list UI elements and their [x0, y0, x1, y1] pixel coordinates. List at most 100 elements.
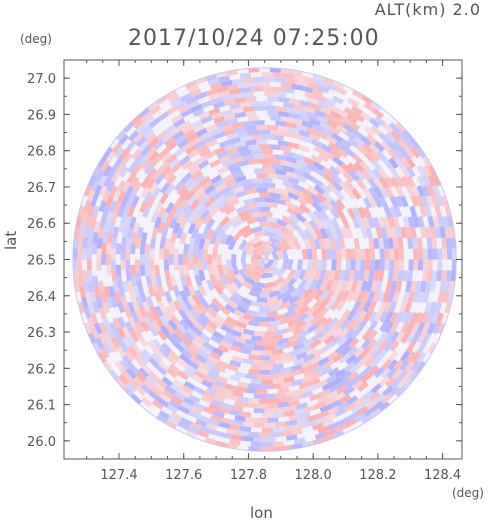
radial-bin [360, 226, 368, 239]
radial-bin [368, 196, 378, 209]
radial-bin [264, 316, 276, 322]
radial-bin [202, 406, 215, 415]
radial-bin [275, 106, 287, 112]
radial-bin [331, 248, 337, 260]
radial-bin [170, 97, 182, 108]
radial-bin [198, 111, 211, 120]
radial-bin [261, 211, 273, 217]
radial-bin [146, 167, 158, 180]
radial-bin [131, 148, 142, 160]
radial-bin [250, 249, 258, 260]
radial-bin [319, 279, 329, 292]
radial-bin [326, 248, 332, 260]
radial-bin [288, 112, 301, 120]
radial-bin [275, 407, 287, 413]
radial-bin [451, 248, 457, 260]
radial-bin [212, 330, 225, 341]
radial-bin [374, 259, 380, 271]
radial-bin [322, 166, 334, 177]
radial-bin [344, 402, 356, 412]
radial-bin [378, 237, 385, 249]
radial-bin [227, 197, 240, 208]
radial-bin [319, 298, 330, 310]
radial-bin [256, 311, 268, 318]
radial-bin [437, 291, 445, 304]
radial-bin [231, 254, 237, 265]
radial-bin [388, 157, 399, 169]
radial-bin [205, 422, 218, 431]
radial-bin [308, 361, 320, 371]
radial-bin [325, 135, 338, 145]
radial-bin [318, 269, 327, 281]
radial-bin [395, 176, 406, 188]
radial-bin [298, 203, 311, 214]
radial-bin [77, 254, 83, 265]
radial-bin [189, 355, 202, 366]
radial-bin [343, 361, 356, 373]
radial-bin [196, 316, 208, 328]
radial-bin [185, 144, 197, 155]
radial-bin [345, 227, 354, 239]
radial-bin [422, 155, 432, 168]
radial-bin [346, 290, 356, 302]
radial-bin [361, 329, 373, 341]
radial-bin [304, 405, 316, 413]
radial-bin [360, 280, 368, 293]
radial-bin [167, 319, 178, 331]
radial-bin [338, 377, 350, 388]
radial-bin [148, 117, 161, 129]
radial-bin [320, 325, 332, 336]
radial-bin [158, 160, 170, 173]
radial-bin [359, 160, 371, 173]
radial-bin [318, 332, 330, 343]
radial-bin [253, 422, 265, 428]
radial-bin [362, 364, 374, 376]
radial-bin [378, 132, 390, 144]
radial-bin [274, 313, 286, 321]
radial-bin [170, 314, 181, 327]
radial-bin [387, 148, 399, 160]
radial-bin [256, 389, 268, 394]
radial-bin [261, 134, 273, 140]
radial-bin [368, 310, 378, 323]
radial-bin [250, 86, 262, 92]
radial-bin [429, 280, 437, 293]
radial-bin [145, 375, 157, 386]
radial-bin [135, 371, 147, 383]
radial-bin [151, 227, 159, 239]
radial-bin [351, 105, 363, 116]
radial-bin [205, 437, 217, 446]
radial-bin [422, 291, 430, 303]
radial-bin [187, 410, 200, 420]
radial-bin [135, 136, 147, 148]
radial-bin [171, 395, 183, 406]
radial-bin [190, 104, 203, 113]
radial-bin [179, 275, 188, 287]
radial-bin [191, 135, 204, 145]
radial-bin [292, 269, 302, 281]
radial-bin [83, 226, 90, 239]
radial-bin [393, 205, 403, 218]
radial-bin [267, 296, 278, 303]
radial-bin [269, 383, 282, 390]
radial-bin [259, 144, 271, 150]
y-tick-label: 26.8 [27, 145, 56, 160]
radial-bin [344, 179, 356, 192]
radial-bin [179, 417, 192, 426]
radial-bin [274, 198, 286, 206]
radial-bin [316, 115, 329, 124]
radial-bin [113, 156, 124, 169]
radial-bin [446, 237, 452, 249]
radial-bin [209, 205, 220, 217]
radial-bin [87, 174, 97, 187]
radial-bin [253, 153, 265, 160]
radial-bin [373, 237, 380, 249]
radial-bin [422, 259, 428, 271]
radial-bin [352, 206, 362, 219]
radial-bin [137, 335, 148, 348]
radial-bin [417, 237, 423, 249]
radial-bin [379, 401, 391, 412]
radial-bin [242, 436, 254, 442]
radial-bin [115, 129, 127, 141]
radial-bin [150, 352, 162, 364]
